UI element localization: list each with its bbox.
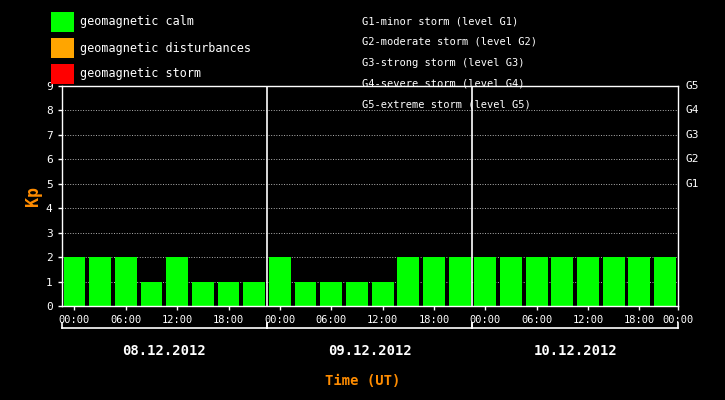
Bar [500, 257, 522, 306]
Text: 10.12.2012: 10.12.2012 [534, 344, 617, 358]
Text: Time (UT): Time (UT) [325, 374, 400, 388]
Bar [423, 257, 445, 306]
Bar [218, 282, 239, 306]
Bar [449, 257, 471, 306]
Text: G3-strong storm (level G3): G3-strong storm (level G3) [362, 58, 525, 68]
Text: G3: G3 [685, 130, 699, 140]
Bar [372, 282, 394, 306]
Bar [294, 282, 317, 306]
Text: 09.12.2012: 09.12.2012 [328, 344, 412, 358]
Bar [654, 257, 676, 306]
Bar [166, 257, 188, 306]
Text: geomagnetic disturbances: geomagnetic disturbances [80, 42, 251, 54]
Text: G5: G5 [685, 81, 699, 91]
Text: G1-minor storm (level G1): G1-minor storm (level G1) [362, 16, 519, 26]
Bar [115, 257, 137, 306]
Text: G4: G4 [685, 106, 699, 116]
Bar [141, 282, 162, 306]
Bar [192, 282, 214, 306]
Bar [552, 257, 573, 306]
Bar [244, 282, 265, 306]
Text: G4-severe storm (level G4): G4-severe storm (level G4) [362, 78, 525, 88]
Bar [474, 257, 496, 306]
Text: G1: G1 [685, 179, 699, 189]
Bar [397, 257, 419, 306]
Bar [629, 257, 650, 306]
Bar [526, 257, 547, 306]
Bar [577, 257, 599, 306]
Text: G2-moderate storm (level G2): G2-moderate storm (level G2) [362, 37, 537, 47]
Bar [346, 282, 368, 306]
Bar [64, 257, 86, 306]
Text: 08.12.2012: 08.12.2012 [123, 344, 206, 358]
Bar [89, 257, 111, 306]
Bar [320, 282, 342, 306]
Text: geomagnetic calm: geomagnetic calm [80, 16, 194, 28]
Text: G2: G2 [685, 154, 699, 164]
Bar [269, 257, 291, 306]
Text: G5-extreme storm (level G5): G5-extreme storm (level G5) [362, 99, 531, 109]
Bar [602, 257, 625, 306]
Y-axis label: Kp: Kp [24, 186, 41, 206]
Text: geomagnetic storm: geomagnetic storm [80, 68, 201, 80]
